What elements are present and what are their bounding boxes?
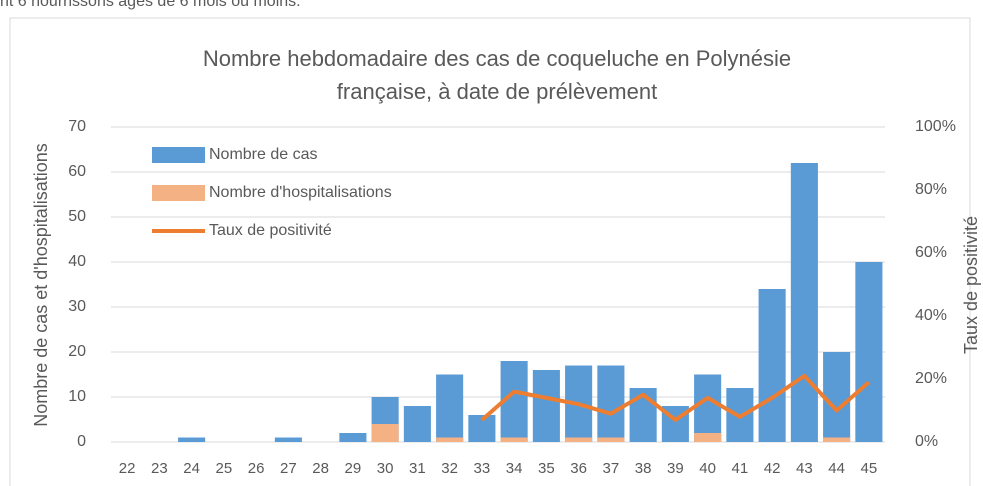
bar (178, 437, 206, 442)
y2-tick-label: 20% (915, 370, 947, 387)
y-tick-label: 30 (68, 298, 86, 315)
x-tick-label: 24 (183, 460, 200, 477)
x-tick-label: 41 (732, 460, 749, 477)
x-tick-label: 25 (216, 460, 233, 477)
header-text: nt 6 nourrissons âgés de 6 mois ou moins… (0, 0, 301, 10)
y-axis-label: Nombre de cas et d'hospitalisations (31, 143, 51, 427)
bar (436, 374, 464, 442)
x-tick-label: 43 (796, 460, 813, 477)
x-tick-label: 23 (151, 460, 168, 477)
bar (597, 365, 625, 442)
x-tick-label: 45 (861, 460, 878, 477)
line (480, 373, 871, 422)
x-tick-label: 27 (280, 460, 297, 477)
x-tick-label: 40 (699, 460, 716, 477)
bar (532, 370, 560, 442)
x-tick-label: 35 (538, 460, 555, 477)
bar (694, 433, 722, 442)
legend-label: Nombre d'hospitalisations (209, 184, 392, 201)
y-tick-label: 60 (68, 163, 86, 180)
y2-tick-label: 60% (915, 244, 947, 261)
bar (597, 437, 625, 442)
bar (403, 406, 431, 442)
bar (565, 437, 593, 442)
legend-label: Nombre de cas (209, 146, 318, 163)
y2-tick-label: 0% (915, 433, 938, 450)
bar (823, 437, 851, 442)
x-tick-label: 32 (441, 460, 458, 477)
y2-tick-label: 100% (915, 118, 956, 135)
chart-title: Nombre hebdomadaire des cas de coqueluch… (203, 46, 791, 71)
bar (436, 437, 464, 442)
y2-axis-label: Taux de positivité (961, 216, 981, 354)
legend-swatch (152, 147, 205, 163)
y-tick-label: 0 (77, 433, 86, 450)
bar (823, 352, 851, 442)
bar (790, 163, 818, 442)
y-tick-label: 50 (68, 208, 86, 225)
x-tick-label: 44 (828, 460, 845, 477)
bar (371, 424, 399, 442)
y2-tick-label: 40% (915, 307, 947, 324)
y-tick-label: 70 (68, 118, 86, 135)
x-tick-label: 26 (248, 460, 265, 477)
x-tick-label: 37 (603, 460, 620, 477)
bar (758, 289, 786, 442)
x-tick-label: 39 (667, 460, 684, 477)
x-tick-label: 42 (764, 460, 781, 477)
legend-label: Taux de positivité (209, 222, 332, 239)
bar (274, 437, 302, 442)
x-tick-label: 22 (119, 460, 136, 477)
x-tick-label: 29 (345, 460, 362, 477)
x-tick-label: 28 (312, 460, 329, 477)
bar (694, 374, 722, 442)
y2-tick-label: 80% (915, 181, 947, 198)
bar (500, 437, 528, 442)
legend-swatch (152, 185, 205, 201)
x-tick-label: 30 (377, 460, 394, 477)
x-tick-label: 34 (506, 460, 523, 477)
y-tick-label: 40 (68, 253, 86, 270)
chart-frame (9, 17, 971, 486)
bar (339, 433, 367, 442)
y-tick-label: 20 (68, 343, 86, 360)
chart-title: française, à date de prélèvement (337, 79, 657, 104)
bar (855, 262, 883, 442)
x-tick-label: 36 (570, 460, 587, 477)
y-tick-label: 10 (68, 388, 86, 405)
x-tick-label: 33 (474, 460, 491, 477)
x-tick-label: 38 (635, 460, 652, 477)
x-tick-label: 31 (409, 460, 426, 477)
